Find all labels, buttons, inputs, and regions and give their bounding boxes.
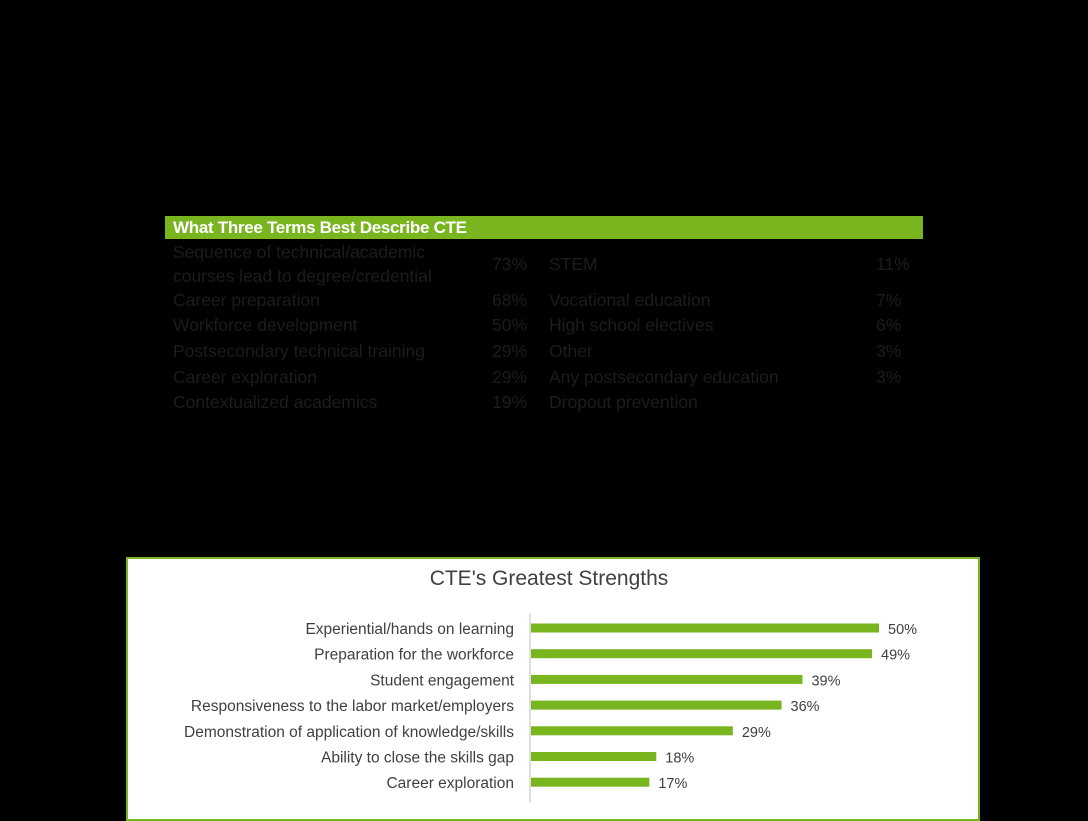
- terms-table: What Three Terms Best Describe CTE Seque…: [165, 216, 923, 412]
- category-label: Experiential/hands on learning: [305, 621, 514, 638]
- terms-table-title: What Three Terms Best Describe CTE: [165, 216, 923, 239]
- bar: [531, 752, 657, 761]
- strengths-chart: CTE's Greatest Strengths Experiential/han…: [184, 567, 917, 803]
- term-label: Vocational education: [549, 290, 711, 310]
- term-label: Contextualized academics: [173, 392, 378, 412]
- bar: [531, 674, 803, 684]
- data-label: 17%: [658, 776, 687, 792]
- category-label: Ability to close the skills gap: [321, 750, 514, 767]
- category-label: Responsiveness to the labor market/emplo…: [191, 698, 514, 715]
- bar: [531, 700, 782, 710]
- chart-title: CTE's Greatest Strengths: [430, 567, 669, 590]
- bar: [531, 649, 873, 659]
- term-value: 68%: [492, 290, 528, 310]
- term-label: Career exploration: [173, 367, 317, 387]
- term-value: 29%: [492, 367, 528, 387]
- term-label: Other: [549, 341, 593, 361]
- category-label: Career exploration: [386, 775, 514, 792]
- data-label: 50%: [888, 622, 917, 638]
- term-label: High school electives: [549, 315, 714, 335]
- data-label: 36%: [791, 699, 820, 715]
- term-value: 3%: [876, 367, 902, 387]
- term-label: Postsecondary technical training: [173, 341, 425, 361]
- term-value: 50%: [492, 315, 528, 335]
- term-label: Career preparation: [173, 290, 320, 310]
- term-value: 6%: [876, 315, 902, 335]
- term-value: 3%: [876, 341, 902, 361]
- term-label: Sequence of technical/academic: [173, 242, 425, 262]
- term-label: Dropout prevention: [549, 392, 698, 412]
- term-label: STEM: [549, 254, 598, 274]
- term-value: 29%: [492, 341, 528, 361]
- strengths-chart-panel: CTE's Greatest Strengths Experiential/han…: [126, 557, 980, 821]
- data-label: 49%: [881, 648, 910, 664]
- category-label: Demonstration of application of knowledg…: [184, 724, 514, 741]
- bar: [531, 726, 733, 736]
- term-value: 7%: [876, 290, 902, 310]
- data-label: 29%: [742, 725, 771, 741]
- category-label: Student engagement: [370, 672, 515, 689]
- term-label: Workforce development: [173, 315, 358, 335]
- data-label: 39%: [811, 673, 840, 689]
- bar: [531, 777, 650, 787]
- term-value: 19%: [492, 392, 528, 412]
- term-label: Any postsecondary education: [549, 367, 779, 387]
- category-label: Preparation for the workforce: [314, 647, 514, 664]
- bar: [531, 623, 879, 633]
- term-label: courses lead to degree/credential: [173, 266, 432, 286]
- data-label: 18%: [665, 751, 694, 767]
- term-value: 11%: [876, 254, 910, 274]
- term-value: 73%: [492, 254, 528, 274]
